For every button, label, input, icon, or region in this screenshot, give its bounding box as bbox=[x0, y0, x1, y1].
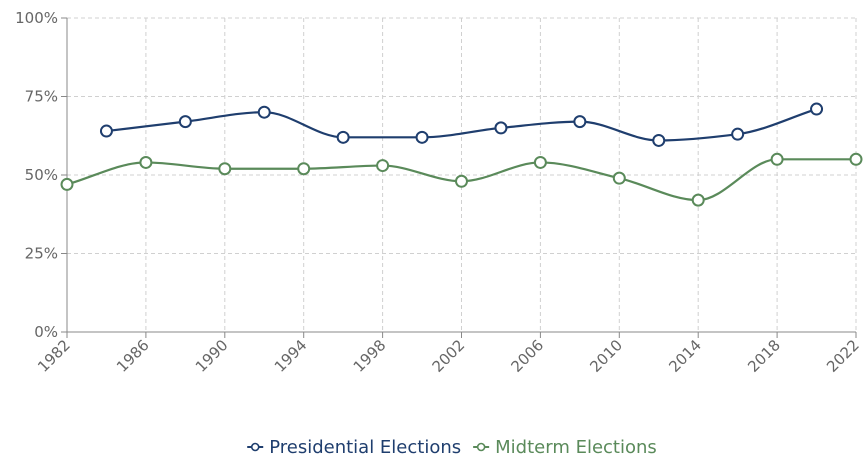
midterm-elections-point[interactable] bbox=[376, 159, 390, 173]
axes: 0% 25% 50% 75% 100% 1982 1986 1990 1994 1998 2002 2… bbox=[15, 9, 863, 376]
presidential-elections-point[interactable] bbox=[810, 102, 824, 116]
y-tick-label: 25% bbox=[25, 245, 58, 263]
presidential-elections-point[interactable] bbox=[257, 105, 271, 119]
x-tick-label: 1998 bbox=[350, 336, 390, 376]
x-tick-label: 2022 bbox=[823, 336, 863, 376]
x-tick-label: 2006 bbox=[507, 336, 547, 376]
midterm-elections-point[interactable] bbox=[849, 152, 863, 166]
presidential-elections-point[interactable] bbox=[731, 127, 745, 141]
series-layer bbox=[60, 102, 863, 207]
presidential-elections-point[interactable] bbox=[336, 130, 350, 144]
presidential-elections-point[interactable] bbox=[178, 115, 192, 129]
x-tick-label: 2014 bbox=[665, 336, 705, 376]
x-tick-label: 1994 bbox=[271, 336, 311, 376]
y-tick-label: 0% bbox=[34, 323, 58, 341]
midterm-elections-point[interactable] bbox=[60, 177, 74, 191]
midterm-elections-point[interactable] bbox=[533, 155, 547, 169]
presidential-elections-point[interactable] bbox=[99, 124, 113, 138]
midterm-elections-point[interactable] bbox=[297, 162, 311, 176]
x-tick-label: 1986 bbox=[113, 336, 153, 376]
midterm-elections-point[interactable] bbox=[218, 162, 232, 176]
presidential-elections-point[interactable] bbox=[573, 115, 587, 129]
legend-label: Presidential Elections bbox=[269, 437, 461, 458]
legend: Presidential Elections Midterm Elections bbox=[247, 437, 657, 458]
x-tick-label: 1982 bbox=[34, 336, 74, 376]
y-tick-label: 100% bbox=[15, 9, 58, 27]
x-tick-label: 1990 bbox=[192, 336, 232, 376]
presidential-elections-point[interactable] bbox=[415, 130, 429, 144]
midterm-elections-point[interactable] bbox=[691, 193, 705, 207]
x-tick-label: 2018 bbox=[744, 336, 784, 376]
presidential-elections-point[interactable] bbox=[652, 133, 666, 147]
midterm-elections-series bbox=[60, 152, 863, 207]
legend-label: Midterm Elections bbox=[495, 437, 657, 458]
midterm-elections-point[interactable] bbox=[455, 174, 468, 188]
midterm-elections-point[interactable] bbox=[770, 152, 784, 166]
midterm-elections-point[interactable] bbox=[139, 155, 153, 169]
presidential-elections-line bbox=[106, 108, 817, 142]
y-tick-label: 75% bbox=[25, 88, 58, 106]
y-tick-label: 50% bbox=[25, 166, 58, 184]
legend-marker-icon bbox=[250, 442, 260, 452]
midterm-elections-point[interactable] bbox=[612, 171, 626, 185]
presidential-elections-series bbox=[99, 102, 824, 147]
x-tick-label: 2010 bbox=[586, 336, 626, 376]
legend-marker-icon bbox=[476, 442, 486, 452]
legend-item-presidential-elections[interactable]: Presidential Elections bbox=[247, 437, 461, 458]
presidential-elections-point[interactable] bbox=[494, 121, 508, 135]
legend-item-midterm-elections[interactable]: Midterm Elections bbox=[473, 437, 657, 458]
x-tick-label: 2002 bbox=[429, 336, 469, 376]
